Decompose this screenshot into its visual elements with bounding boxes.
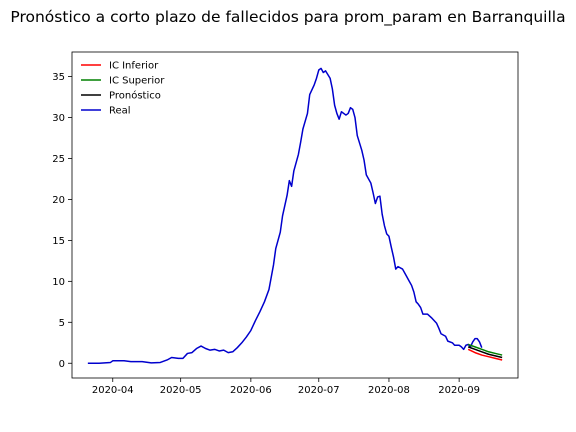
legend-label-real: Real <box>109 106 131 117</box>
y-tick-label: 30 <box>52 113 65 124</box>
x-tick-label: 2020-09 <box>438 385 480 396</box>
series-layer <box>87 67 503 365</box>
y-tick-label: 0 <box>59 359 65 370</box>
chart-title: Pronóstico a corto plazo de fallecidos p… <box>10 8 565 27</box>
plot-area <box>71 51 519 379</box>
x-tick-label: 2020-05 <box>160 385 202 396</box>
x-tick-label: 2020-04 <box>92 385 134 396</box>
y-axis: 0 5 10 15 20 25 30 35 <box>52 72 72 370</box>
series-line-real <box>87 67 483 365</box>
series-line-ic-inferior <box>467 348 503 361</box>
legend-label-pron-stico: Pronóstico <box>109 90 161 102</box>
legend: IC Inferior IC Superior Pronóstico Real <box>81 61 165 117</box>
y-tick-label: 25 <box>52 154 65 165</box>
series-line-pron-stico <box>467 346 503 359</box>
y-tick-label: 20 <box>52 195 65 206</box>
y-tick-label: 35 <box>52 72 65 83</box>
legend-label-ic-superior: IC Superior <box>109 76 165 87</box>
x-tick-label: 2020-07 <box>298 385 340 396</box>
x-tick-label: 2020-08 <box>368 385 410 396</box>
x-tick-label: 2020-06 <box>230 385 272 396</box>
legend-label-ic-inferior: IC Inferior <box>109 61 159 72</box>
y-tick-label: 10 <box>52 277 65 288</box>
x-axis: 2020-04 2020-05 2020-06 2020-07 2020-08 2020-… <box>92 378 480 396</box>
y-tick-label: 5 <box>59 318 65 329</box>
y-tick-label: 15 <box>52 236 65 247</box>
series-line-ic-superior <box>467 343 503 356</box>
